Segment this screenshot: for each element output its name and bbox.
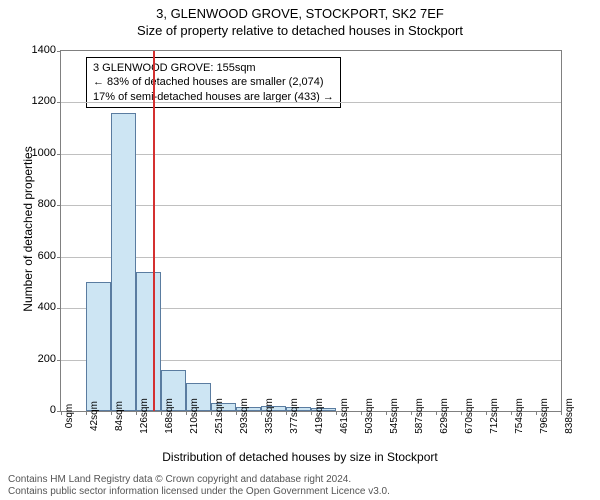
x-tick-mark	[511, 411, 512, 415]
x-axis-label: Distribution of detached houses by size …	[0, 450, 600, 464]
x-tick-mark	[61, 411, 62, 415]
chart-container: 3, GLENWOOD GROVE, STOCKPORT, SK2 7EF Si…	[0, 0, 600, 500]
x-tick-mark	[161, 411, 162, 415]
x-tick-label: 461sqm	[339, 398, 350, 434]
footer-text: Contains HM Land Registry data © Crown c…	[8, 474, 390, 498]
x-tick-mark	[361, 411, 362, 415]
y-tick-label: 1200	[32, 95, 56, 107]
x-tick-mark	[186, 411, 187, 415]
x-tick-mark	[536, 411, 537, 415]
y-tick-mark	[57, 360, 61, 361]
x-tick-label: 126sqm	[139, 398, 150, 434]
x-tick-label: 545sqm	[389, 398, 400, 434]
annotation-line2: ← 83% of detached houses are smaller (2,…	[93, 75, 334, 89]
chart-subtitle: Size of property relative to detached ho…	[0, 21, 600, 38]
x-tick-mark	[261, 411, 262, 415]
footer-line1: Contains HM Land Registry data © Crown c…	[8, 474, 390, 486]
x-tick-label: 168sqm	[164, 398, 175, 434]
x-tick-label: 0sqm	[64, 404, 75, 428]
histogram-bar	[111, 113, 136, 411]
x-tick-mark	[136, 411, 137, 415]
y-tick-mark	[57, 154, 61, 155]
x-tick-mark	[336, 411, 337, 415]
x-tick-mark	[561, 411, 562, 415]
x-tick-mark	[111, 411, 112, 415]
y-tick-label: 1400	[32, 44, 56, 56]
x-tick-label: 838sqm	[564, 398, 575, 434]
y-tick-label: 0	[50, 404, 56, 416]
y-tick-label: 400	[38, 301, 56, 313]
x-tick-label: 670sqm	[464, 398, 475, 434]
x-tick-mark	[486, 411, 487, 415]
x-tick-label: 42sqm	[89, 401, 100, 431]
y-tick-label: 800	[38, 198, 56, 210]
histogram-bar	[136, 272, 161, 411]
x-tick-label: 293sqm	[239, 398, 250, 434]
x-tick-label: 210sqm	[189, 398, 200, 434]
y-axis-label: Number of detached properties	[21, 129, 35, 329]
y-tick-mark	[57, 51, 61, 52]
x-tick-label: 503sqm	[364, 398, 375, 434]
x-tick-mark	[311, 411, 312, 415]
y-tick-label: 1000	[32, 147, 56, 159]
x-tick-mark	[86, 411, 87, 415]
y-tick-label: 600	[38, 250, 56, 262]
x-tick-label: 754sqm	[514, 398, 525, 434]
histogram-bar	[86, 282, 111, 411]
x-tick-label: 335sqm	[264, 398, 275, 434]
y-tick-label: 200	[38, 353, 56, 365]
footer-line2: Contains public sector information licen…	[8, 486, 390, 498]
x-tick-mark	[386, 411, 387, 415]
x-tick-label: 251sqm	[214, 398, 225, 434]
y-tick-mark	[57, 308, 61, 309]
x-tick-mark	[436, 411, 437, 415]
x-tick-label: 377sqm	[289, 398, 300, 434]
y-tick-mark	[57, 102, 61, 103]
x-tick-mark	[211, 411, 212, 415]
x-tick-label: 712sqm	[489, 398, 500, 434]
annotation-box: 3 GLENWOOD GROVE: 155sqm ← 83% of detach…	[86, 57, 341, 108]
grid-line	[61, 257, 561, 258]
x-tick-label: 84sqm	[114, 401, 125, 431]
x-tick-label: 419sqm	[314, 398, 325, 434]
grid-line	[61, 154, 561, 155]
x-tick-mark	[411, 411, 412, 415]
grid-line	[61, 205, 561, 206]
x-tick-label: 629sqm	[439, 398, 450, 434]
x-tick-label: 796sqm	[539, 398, 550, 434]
marker-line	[153, 51, 155, 411]
x-tick-mark	[236, 411, 237, 415]
grid-line	[61, 102, 561, 103]
annotation-line1: 3 GLENWOOD GROVE: 155sqm	[93, 61, 334, 75]
y-tick-mark	[57, 257, 61, 258]
x-tick-mark	[286, 411, 287, 415]
x-tick-mark	[461, 411, 462, 415]
plot-area: 3 GLENWOOD GROVE: 155sqm ← 83% of detach…	[60, 50, 562, 412]
x-tick-label: 587sqm	[414, 398, 425, 434]
page-title: 3, GLENWOOD GROVE, STOCKPORT, SK2 7EF	[0, 0, 600, 21]
y-tick-mark	[57, 205, 61, 206]
